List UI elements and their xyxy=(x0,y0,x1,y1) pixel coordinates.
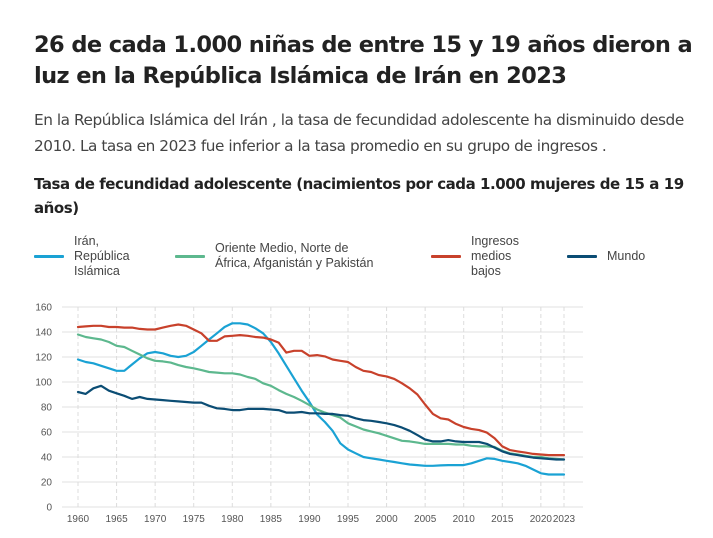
y-tick-label: 60 xyxy=(41,428,53,439)
chart-legend: Irán, República Islámica Oriente Medio, No… xyxy=(34,232,694,282)
x-tick-label: 2010 xyxy=(453,514,476,525)
x-tick-label: 1965 xyxy=(105,514,128,525)
y-tick-label: 40 xyxy=(41,453,53,464)
legend-item-mena[interactable]: Oriente Medio, Norte de África, Afganistá… xyxy=(175,232,373,280)
legend-label-iran: Irán, República Islámica xyxy=(74,233,130,278)
x-tick-label: 1980 xyxy=(221,514,244,525)
x-tick-label: 2000 xyxy=(375,514,398,525)
chart-grid xyxy=(62,306,583,508)
y-tick-label: 140 xyxy=(35,328,52,339)
legend-item-lower-middle-income[interactable]: Ingresos medios bajos xyxy=(431,232,519,280)
x-tick-label: 1990 xyxy=(298,514,321,525)
series-line-mena xyxy=(76,333,566,461)
x-tick-label: 2023 xyxy=(553,514,576,525)
x-tick-label: 2020 xyxy=(530,514,553,525)
page-subtitle: En la República Islámica del Irán , la t… xyxy=(34,111,684,155)
chart-lines xyxy=(76,322,566,476)
legend-swatch-lower-middle-income xyxy=(431,254,461,258)
series-line-lower-middle-income xyxy=(76,323,566,457)
y-tick-label: 80 xyxy=(41,403,53,414)
x-tick-label: 1970 xyxy=(144,514,167,525)
legend-label-world: Mundo xyxy=(607,248,646,263)
legend-item-iran[interactable]: Irán, República Islámica xyxy=(34,232,130,280)
series-line-world xyxy=(76,384,566,461)
legend-label-lower-middle-income: Ingresos medios bajos xyxy=(471,233,519,278)
x-tick-label: 2005 xyxy=(414,514,437,525)
y-tick-label: 120 xyxy=(35,353,52,364)
y-tick-label: 100 xyxy=(35,378,52,389)
legend-swatch-world xyxy=(567,254,597,258)
x-tick-label: 1995 xyxy=(337,514,360,525)
x-tick-label: 1985 xyxy=(260,514,283,525)
x-tick-label: 1975 xyxy=(183,514,206,525)
x-tick-label: 2015 xyxy=(491,514,514,525)
x-tick-label: 1960 xyxy=(67,514,90,525)
y-axis: 0 20 40 60 80 100 120 140 160 xyxy=(35,303,52,514)
legend-swatch-mena xyxy=(175,254,205,258)
chart-title: Tasa de fecundidad adolescente (nacimien… xyxy=(34,175,684,217)
y-tick-label: 20 xyxy=(41,478,53,489)
series-line-iran xyxy=(76,322,566,476)
y-tick-label: 160 xyxy=(35,303,52,314)
page-title: 26 de cada 1.000 niñas de entre 15 y 19 … xyxy=(34,32,693,89)
y-tick-label: 0 xyxy=(46,503,52,514)
x-axis: 1960 1965 1970 1975 1980 1985 1990 1995 2000 2005… xyxy=(67,514,576,525)
legend-swatch-iran xyxy=(34,254,64,258)
legend-item-world[interactable]: Mundo xyxy=(567,232,645,280)
legend-label-mena: Oriente Medio, Norte de África, Afganistá… xyxy=(215,241,374,270)
